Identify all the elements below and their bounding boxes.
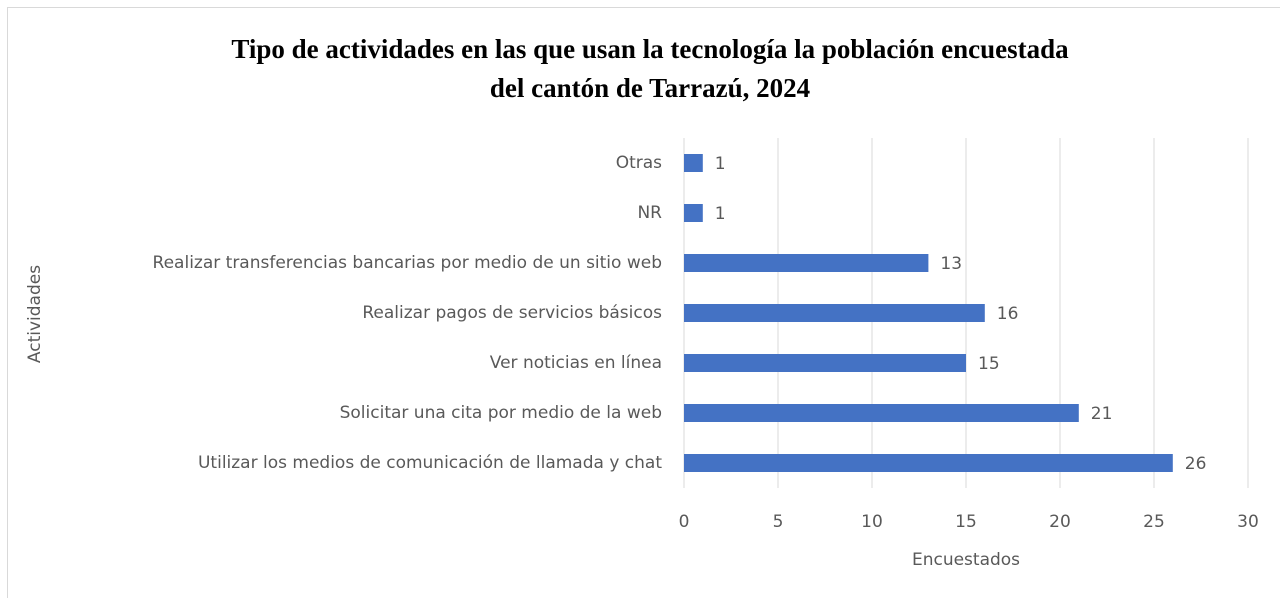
x-tick-label: 0 — [679, 512, 690, 532]
chart-title: Tipo de actividades en las que usan la t… — [231, 34, 1069, 64]
y-tick-label: Realizar transferencias bancarias por me… — [153, 253, 662, 273]
x-tick-label: 30 — [1237, 512, 1259, 532]
bar — [684, 354, 966, 372]
bar — [684, 154, 703, 172]
value-label: 1 — [715, 154, 726, 174]
chart-title: del cantón de Tarrazú, 2024 — [490, 73, 810, 103]
x-tick-label: 10 — [861, 512, 883, 532]
bar — [684, 204, 703, 222]
y-tick-label: Ver noticias en línea — [490, 353, 662, 373]
y-tick-label: NR — [637, 203, 662, 223]
y-axis-title: Actividades — [25, 265, 45, 363]
y-tick-label: Utilizar los medios de comunicación de l… — [198, 453, 662, 473]
value-label: 1 — [715, 204, 726, 224]
value-label: 15 — [978, 354, 1000, 374]
y-tick-label: Realizar pagos de servicios básicos — [362, 303, 662, 323]
bar — [684, 454, 1173, 472]
x-tick-label: 25 — [1143, 512, 1165, 532]
y-tick-label: Otras — [616, 153, 662, 173]
value-label: 26 — [1185, 454, 1207, 474]
x-tick-label: 15 — [955, 512, 977, 532]
x-tick-label: 20 — [1049, 512, 1071, 532]
value-label: 21 — [1091, 404, 1113, 424]
bar — [684, 404, 1079, 422]
value-label: 16 — [997, 304, 1019, 324]
y-tick-label: Solicitar una cita por medio de la web — [340, 403, 662, 423]
x-tick-label: 5 — [773, 512, 784, 532]
bar — [684, 254, 929, 272]
bar — [684, 304, 985, 322]
chart-border — [7, 7, 1280, 598]
x-axis-title: Encuestados — [912, 550, 1020, 570]
value-label: 13 — [940, 254, 962, 274]
